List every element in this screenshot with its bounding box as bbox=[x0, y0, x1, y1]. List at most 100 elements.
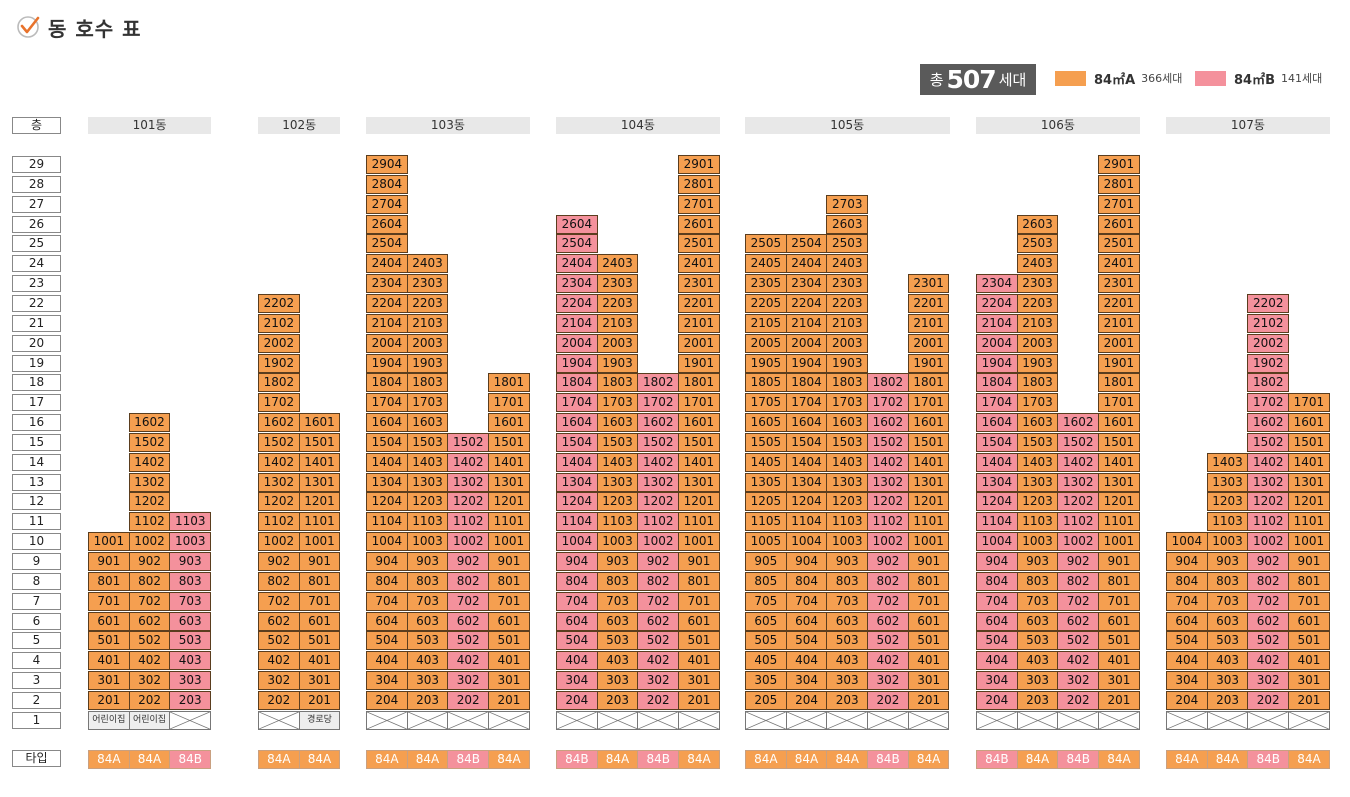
unit-cell: 1402 bbox=[447, 452, 490, 472]
unit-cell: 502 bbox=[128, 631, 171, 651]
unit-cell: 1501 bbox=[907, 432, 950, 452]
unit-cell: 1002 bbox=[447, 532, 490, 552]
unit-cell: 602 bbox=[128, 611, 171, 631]
type-cell: 84A bbox=[88, 750, 130, 769]
unit-cell: 1203 bbox=[406, 492, 449, 512]
unit-cell: 302 bbox=[637, 671, 680, 691]
floor-label: 21 bbox=[12, 314, 61, 332]
unit-cell: 201 bbox=[1098, 690, 1140, 710]
unit-cell: 903 bbox=[826, 552, 869, 571]
type-cell: 84B bbox=[556, 750, 598, 769]
unit-cell: 603 bbox=[1206, 611, 1249, 631]
unit-cell: 1403 bbox=[596, 452, 639, 472]
unit-cell: 201 bbox=[88, 690, 130, 710]
unit-cell: 2303 bbox=[596, 274, 639, 294]
unit-cell: 1202 bbox=[128, 492, 171, 512]
unit-cell: 902 bbox=[447, 552, 490, 571]
unit-cell: 801 bbox=[488, 571, 530, 591]
unit-cell: 904 bbox=[976, 552, 1018, 571]
unit-cell: 803 bbox=[169, 571, 212, 591]
unit-cell: 1601 bbox=[298, 413, 341, 433]
unit-cell: 804 bbox=[785, 571, 828, 591]
unit-cell: 601 bbox=[298, 611, 341, 631]
unit-cell: 1901 bbox=[678, 353, 720, 373]
unit-cell: 602 bbox=[637, 611, 680, 631]
unit-cell: 803 bbox=[406, 571, 449, 591]
unit-cell: 1201 bbox=[488, 492, 530, 512]
unit-cell: 2503 bbox=[1016, 234, 1059, 254]
unit-cell: 2001 bbox=[1098, 333, 1140, 353]
unit-cell: 2603 bbox=[1016, 214, 1059, 234]
unit-cell: 401 bbox=[488, 651, 530, 671]
unit-cell: 501 bbox=[1288, 631, 1330, 651]
unit-cell: 902 bbox=[1057, 552, 1100, 571]
unit-cell: 2204 bbox=[785, 293, 828, 313]
unit-cell: 1501 bbox=[298, 432, 341, 452]
total-units-badge: 총 507 세대 bbox=[920, 64, 1036, 95]
unit-cell: 1703 bbox=[1016, 393, 1059, 413]
unit-cell: 1504 bbox=[556, 432, 598, 452]
unit-cell: 1102 bbox=[637, 512, 680, 532]
unit-cell: 2004 bbox=[785, 333, 828, 353]
unit-cell: 1603 bbox=[596, 413, 639, 433]
unit-cell: 403 bbox=[1206, 651, 1249, 671]
unit-cell: 2301 bbox=[907, 274, 950, 294]
cross-mark-icon bbox=[407, 711, 448, 729]
unit-cell: 802 bbox=[867, 571, 909, 591]
pilotis-cell bbox=[907, 710, 950, 730]
unit-cell: 1204 bbox=[556, 492, 598, 512]
unit-cell: 1103 bbox=[169, 512, 212, 532]
unit-cell: 1704 bbox=[366, 393, 408, 413]
unit-cell: 1201 bbox=[298, 492, 341, 512]
type-cell: 84B bbox=[976, 750, 1018, 769]
unit-cell: 502 bbox=[447, 631, 490, 651]
unit-cell: 201 bbox=[488, 690, 530, 710]
unit-cell: 1703 bbox=[826, 393, 869, 413]
unit-cell: 1302 bbox=[128, 472, 171, 492]
pilotis-cell bbox=[1288, 710, 1330, 730]
unit-cell: 605 bbox=[745, 611, 787, 631]
unit-cell: 2005 bbox=[745, 333, 787, 353]
legend-label-84b: 84㎡B bbox=[1234, 72, 1275, 88]
legend-swatch-84a bbox=[1055, 70, 1086, 86]
unit-cell: 1303 bbox=[826, 472, 869, 492]
unit-cell: 804 bbox=[556, 571, 598, 591]
unit-cell: 1503 bbox=[1016, 432, 1059, 452]
pilotis-cell bbox=[1247, 710, 1290, 730]
unit-cell: 1105 bbox=[745, 512, 787, 532]
unit-cell: 703 bbox=[406, 591, 449, 611]
unit-cell: 1301 bbox=[678, 472, 720, 492]
unit-cell: 701 bbox=[1098, 591, 1140, 611]
unit-cell: 1503 bbox=[406, 432, 449, 452]
pilotis-cell bbox=[447, 710, 490, 730]
unit-cell: 1201 bbox=[1098, 492, 1140, 512]
unit-cell: 403 bbox=[1016, 651, 1059, 671]
unit-cell: 704 bbox=[1166, 591, 1208, 611]
unit-cell: 801 bbox=[678, 571, 720, 591]
unit-cell: 705 bbox=[745, 591, 787, 611]
unit-cell: 203 bbox=[826, 690, 869, 710]
unit-cell: 903 bbox=[1016, 552, 1059, 571]
unit-cell: 2201 bbox=[907, 293, 950, 313]
cross-mark-icon bbox=[679, 711, 719, 729]
unit-cell: 2001 bbox=[678, 333, 720, 353]
type-cell: 84A bbox=[785, 750, 828, 769]
unit-cell: 1704 bbox=[976, 393, 1018, 413]
unit-cell: 502 bbox=[637, 631, 680, 651]
unit-cell: 1203 bbox=[1206, 492, 1249, 512]
unit-cell: 703 bbox=[596, 591, 639, 611]
unit-cell: 2501 bbox=[1098, 234, 1140, 254]
unit-cell: 1101 bbox=[488, 512, 530, 532]
type-cell: 84B bbox=[1247, 750, 1290, 769]
unit-cell: 1205 bbox=[745, 492, 787, 512]
cross-mark-icon bbox=[1058, 711, 1099, 729]
unit-cell: 1602 bbox=[1057, 413, 1100, 433]
pilotis-cell bbox=[1016, 710, 1059, 730]
pilotis-cell bbox=[596, 710, 639, 730]
unit-cell: 805 bbox=[745, 571, 787, 591]
unit-cell: 802 bbox=[447, 571, 490, 591]
unit-cell: 404 bbox=[785, 651, 828, 671]
unit-cell: 1304 bbox=[785, 472, 828, 492]
unit-cell: 904 bbox=[785, 552, 828, 571]
unit-cell: 1602 bbox=[1247, 413, 1290, 433]
